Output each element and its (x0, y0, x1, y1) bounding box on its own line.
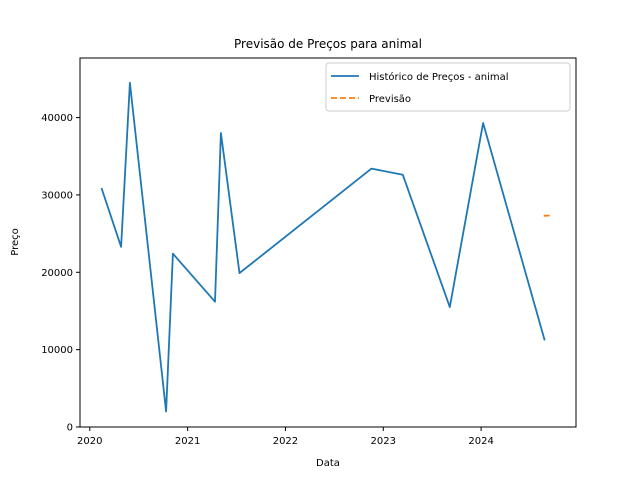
x-tick-label: 2020 (77, 436, 102, 447)
y-tick-label: 20000 (41, 268, 73, 279)
y-tick-label: 40000 (41, 113, 73, 124)
legend-label-forecast: Previsão (369, 94, 411, 105)
y-axis-label: Preço (10, 228, 21, 256)
series-lines (100, 81, 552, 413)
y-tick-label: 10000 (41, 345, 73, 356)
legend-label-history: Histórico de Preços - animal (369, 71, 509, 83)
x-tick-label: 2024 (468, 436, 493, 447)
x-axis-label: Data (316, 458, 340, 469)
x-tick-label: 2021 (175, 436, 200, 447)
chart-title: Previsão de Preços para animal (234, 37, 422, 51)
x-tick-label: 2022 (273, 436, 298, 447)
legend-box (325, 62, 571, 112)
y-tick-label: 30000 (41, 190, 73, 201)
x-axis-ticks: 2020 2021 2022 2023 2024 (77, 427, 494, 447)
x-tick-label: 2023 (371, 436, 396, 447)
legend: Histórico de Preços - animal Previsão (325, 62, 571, 112)
history-series-line (100, 81, 546, 413)
plot-area (79, 57, 577, 428)
y-axis-ticks: 0 10000 20000 30000 40000 (41, 113, 80, 434)
axes-frame (79, 57, 577, 428)
y-tick-label: 0 (67, 423, 73, 434)
